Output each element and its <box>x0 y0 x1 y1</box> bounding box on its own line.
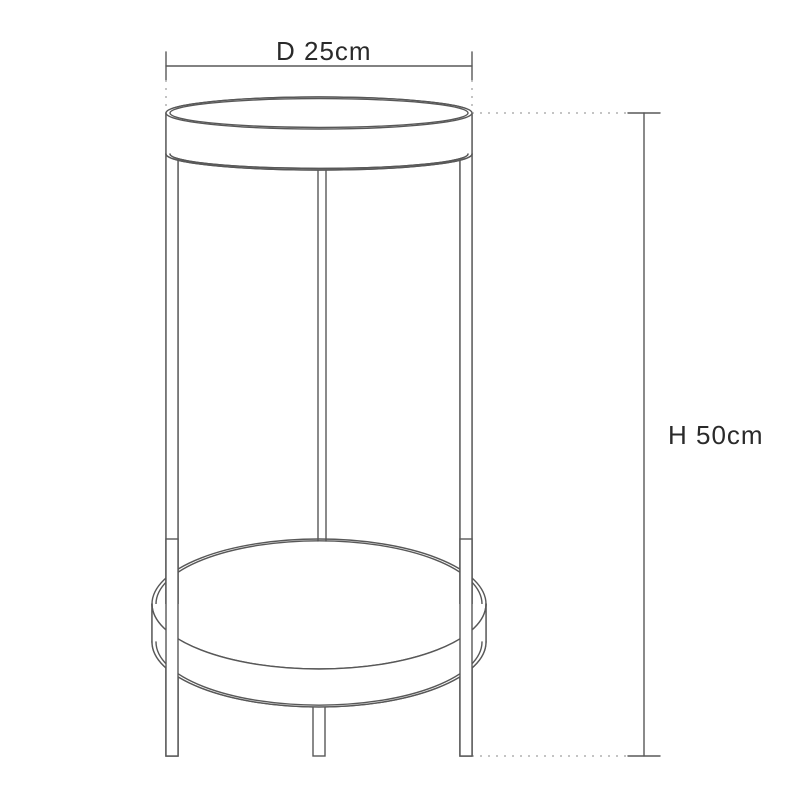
height-label: H 50cm <box>668 420 764 450</box>
top-tray <box>166 97 472 170</box>
height-dimension: H 50cm <box>472 113 764 756</box>
back-leg <box>313 705 325 756</box>
center-post <box>318 152 326 541</box>
diameter-label: D 25cm <box>276 36 372 66</box>
